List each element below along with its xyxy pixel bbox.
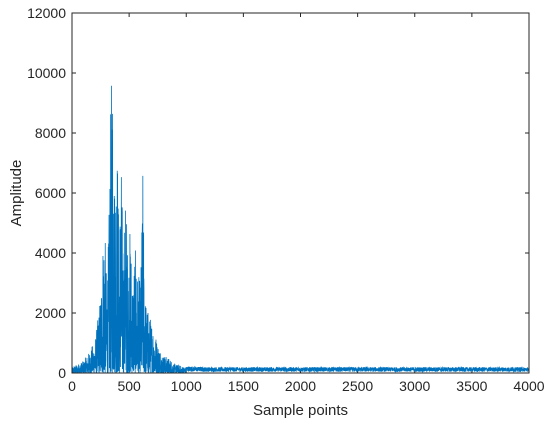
y-axis-label: Amplitude — [8, 160, 25, 227]
y-tick-label: 4000 — [35, 245, 66, 261]
x-tick-label: 1500 — [228, 378, 259, 394]
x-tick-label: 1000 — [171, 378, 202, 394]
y-tick-label: 8000 — [35, 125, 66, 141]
y-tick-label: 2000 — [35, 305, 66, 321]
x-tick-label: 2500 — [342, 378, 373, 394]
plot-area — [72, 13, 529, 373]
x-tick-label: 500 — [117, 378, 141, 394]
x-tick-label: 3500 — [456, 378, 487, 394]
y-tick-label: 12000 — [27, 5, 66, 21]
y-tick-labels: 0 2000 4000 6000 8000 10000 12000 — [27, 5, 66, 381]
signal-series-line — [71, 85, 530, 375]
plot-frame — [71, 12, 530, 374]
x-tick-label: 0 — [68, 378, 76, 394]
x-axis-label: Sample points — [253, 402, 348, 419]
x-tick-labels: 0 500 1000 1500 2000 2500 3000 3500 4000 — [68, 378, 545, 394]
x-tick-label: 2000 — [285, 378, 316, 394]
y-tick-label: 10000 — [27, 65, 66, 81]
y-tick-label: 0 — [58, 365, 66, 381]
y-tick-label: 6000 — [35, 185, 66, 201]
x-tick-label: 4000 — [513, 378, 544, 394]
x-tick-label: 3000 — [399, 378, 430, 394]
